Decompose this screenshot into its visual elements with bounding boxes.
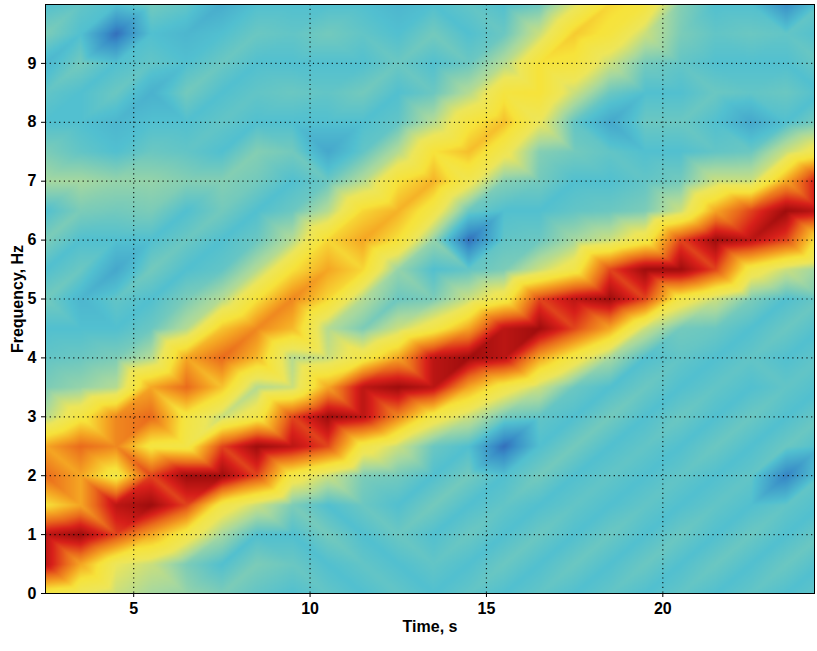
svg-text:5: 5 xyxy=(129,600,138,617)
svg-text:0: 0 xyxy=(28,585,37,602)
svg-text:8: 8 xyxy=(28,113,37,130)
svg-text:3: 3 xyxy=(28,408,37,425)
svg-text:15: 15 xyxy=(478,600,496,617)
svg-text:10: 10 xyxy=(301,600,319,617)
svg-text:9: 9 xyxy=(28,55,37,72)
svg-text:5: 5 xyxy=(28,290,37,307)
svg-text:6: 6 xyxy=(28,231,37,248)
svg-text:1: 1 xyxy=(28,526,37,543)
svg-text:Frequency, Hz: Frequency, Hz xyxy=(9,245,26,353)
svg-text:2: 2 xyxy=(28,467,37,484)
svg-text:7: 7 xyxy=(28,172,37,189)
svg-text:Time, s: Time, s xyxy=(403,618,458,635)
svg-text:4: 4 xyxy=(28,349,37,366)
svg-text:20: 20 xyxy=(654,600,672,617)
